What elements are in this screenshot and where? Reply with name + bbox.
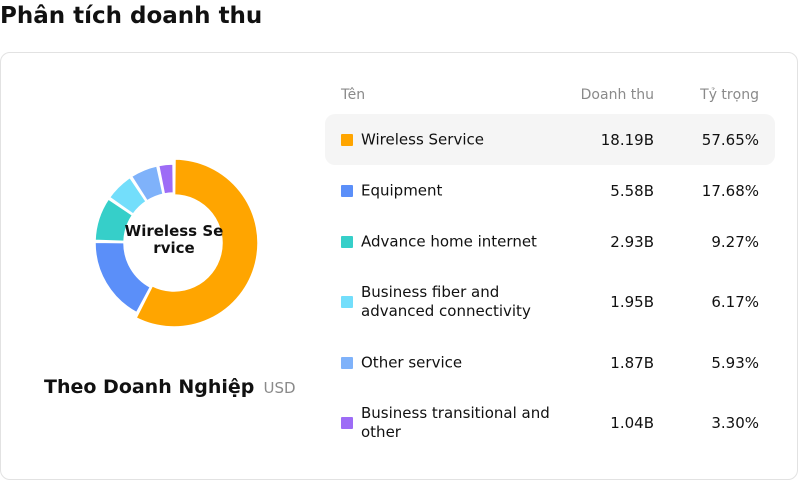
row-share: 6.17%: [711, 293, 759, 311]
chart-subtitle: Theo Doanh Nghiệp USD: [44, 376, 296, 398]
row-share: 17.68%: [701, 181, 759, 200]
header-name: Tên: [341, 87, 366, 103]
table-row[interactable]: Other service 1.87B 5.93%: [325, 337, 775, 388]
row-share: 5.93%: [711, 353, 759, 372]
header-share: Tỷ trọng: [700, 87, 759, 103]
row-revenue: 1.04B: [610, 414, 654, 432]
legend-swatch: [341, 133, 353, 146]
row-name: Advance home internet: [361, 232, 537, 250]
donut-slice-1[interactable]: [135, 158, 259, 328]
row-share: 57.65%: [701, 130, 759, 149]
subtitle-text: Theo Doanh Nghiệp: [44, 376, 255, 398]
table-body: Wireless Service 18.19B 57.65% Equipment 5.5…: [325, 114, 775, 458]
table-row[interactable]: Advance home internet 2.93B 9.27%: [325, 216, 775, 267]
table-row[interactable]: Wireless Service 18.19B 57.65%: [325, 114, 775, 165]
row-revenue: 2.93B: [610, 232, 654, 251]
donut-slice-5[interactable]: [130, 164, 165, 202]
row-revenue: 5.58B: [610, 181, 654, 200]
legend-swatch: [341, 356, 353, 369]
legend-swatch: [341, 235, 353, 248]
legend-swatch: [341, 417, 353, 429]
table-row[interactable]: Business fiber and advanced connectivity…: [325, 267, 775, 337]
row-name: Other service: [361, 353, 463, 371]
table-row[interactable]: Equipment 5.58B 17.68%: [325, 165, 775, 216]
header-revenue: Doanh thu: [580, 87, 654, 103]
row-name: Wireless Service: [361, 130, 484, 148]
table-row[interactable]: Business transitional and other 1.04B 3.30…: [325, 388, 775, 458]
revenue-table: Tên Doanh thu Tỷ trọng Wireless Service 1…: [325, 76, 775, 458]
donut-slice-3[interactable]: [94, 197, 134, 243]
row-name: Business fiber and advanced connectivity: [361, 283, 531, 320]
row-share: 3.30%: [711, 414, 759, 432]
row-share: 9.27%: [711, 232, 759, 251]
legend-swatch: [341, 184, 353, 197]
row-revenue: 1.87B: [610, 353, 654, 372]
row-name: Business transitional and other: [361, 404, 550, 441]
table-header: Tên Doanh thu Tỷ trọng: [325, 76, 775, 114]
row-name: Equipment: [361, 181, 443, 199]
row-revenue: 18.19B: [600, 130, 654, 149]
legend-swatch: [341, 296, 353, 308]
donut-chart: [94, 158, 259, 328]
donut-slice-6[interactable]: [157, 163, 175, 195]
page-title: Phân tích doanh thu: [0, 3, 263, 29]
donut-slice-2[interactable]: [94, 241, 152, 314]
donut-center-label: Wireless Service: [124, 222, 224, 257]
unit-label: USD: [263, 379, 296, 397]
row-revenue: 1.95B: [610, 293, 654, 311]
donut-slice-4[interactable]: [108, 176, 148, 216]
